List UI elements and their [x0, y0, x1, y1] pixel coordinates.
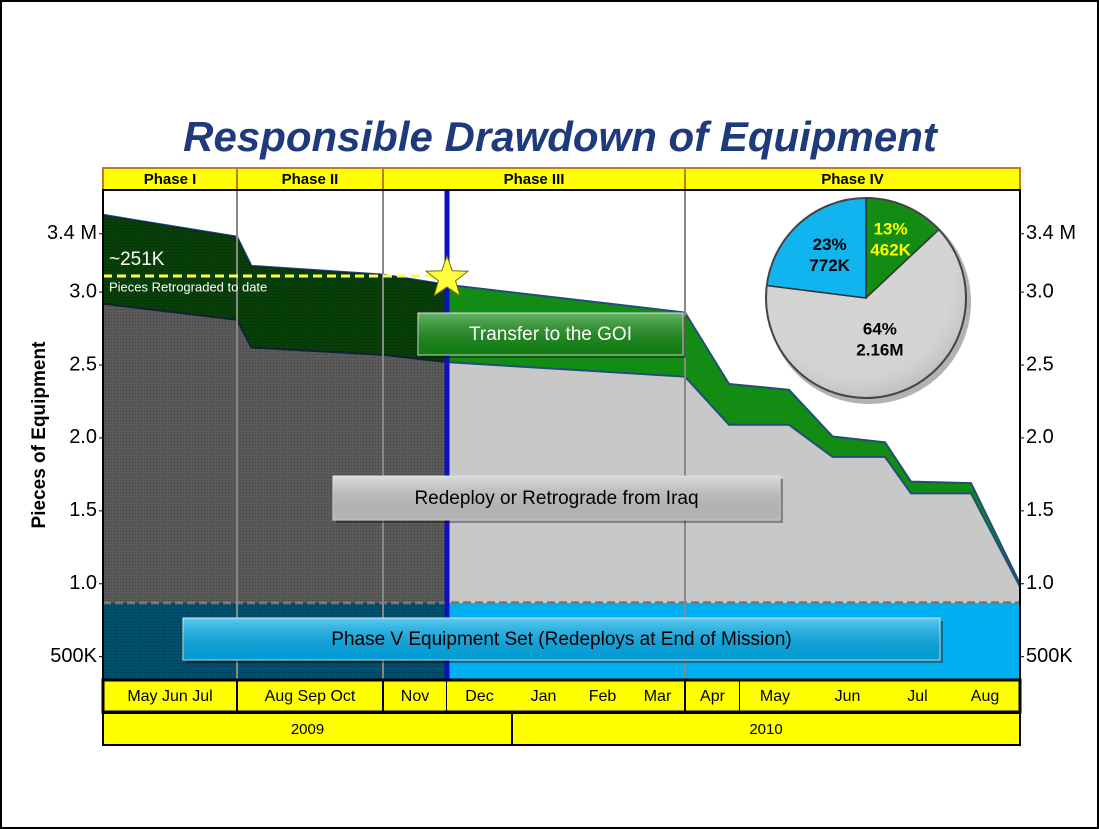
series-label: Phase V Equipment Set (Redeploys at End … — [331, 629, 791, 650]
month-cell — [950, 680, 1020, 712]
month-label: Feb — [589, 688, 617, 705]
chart-title: Responsible Drawdown of Equipment — [183, 113, 939, 160]
phase-label: Phase III — [504, 171, 565, 188]
phase-label: Phase IV — [821, 171, 884, 188]
series-box-shine — [418, 313, 683, 355]
phase-label: Phase I — [144, 171, 197, 188]
retrograded-label: ~251K — [109, 249, 165, 270]
phase-label: Phase II — [282, 171, 339, 188]
year-cell — [102, 712, 513, 746]
y-tick-label: 3.4 M — [47, 222, 97, 244]
month-label: Jan — [531, 688, 557, 705]
y-tick-label: 1.5 — [1026, 499, 1054, 521]
y-tick-label: 3.0 — [1026, 280, 1054, 302]
month-cell — [740, 680, 810, 712]
month-cell — [630, 680, 685, 712]
retrograded-note: Pieces Retrograded to date — [109, 279, 267, 294]
year-cell — [511, 712, 1021, 746]
year-label: 2009 — [291, 721, 324, 738]
series-label: Redeploy or Retrograde from Iraq — [414, 488, 698, 509]
month-label: Nov — [401, 688, 429, 705]
month-cell — [575, 680, 630, 712]
y-tick-label: 3.4 M — [1026, 222, 1076, 244]
y-tick-label: 1.0 — [1026, 572, 1054, 594]
month-cell — [810, 680, 885, 712]
y-tick-label: 500K — [50, 645, 97, 667]
series-box-shine — [333, 476, 780, 520]
y-tick-label: 3.0 — [69, 280, 97, 302]
y-tick-label: 1.5 — [69, 499, 97, 521]
month-cell — [512, 680, 575, 712]
month-cell — [447, 680, 512, 712]
year-label: 2010 — [749, 721, 782, 738]
month-label: Aug Sep Oct — [265, 688, 356, 705]
month-label: Dec — [465, 688, 493, 705]
current-star — [424, 254, 470, 298]
y-axis-label: Pieces of Equipment — [29, 341, 50, 529]
month-cell — [236, 679, 384, 713]
month-label: Jun — [835, 688, 861, 705]
month-label: Apr — [700, 688, 726, 705]
y-tick-label: 1.0 — [69, 572, 97, 594]
month-label: Mar — [644, 688, 672, 705]
pie-shade — [765, 197, 967, 399]
month-cell — [103, 680, 237, 712]
month-label: Aug — [971, 688, 999, 705]
y-tick-label: 2.5 — [1026, 353, 1054, 375]
month-label: Jul — [907, 688, 927, 705]
series-box-shine — [183, 618, 940, 660]
month-label: May Jun Jul — [127, 688, 212, 705]
month-cell — [885, 680, 950, 712]
month-cell — [684, 679, 741, 713]
month-label: May — [760, 688, 790, 705]
series-label: Transfer to the GOI — [469, 324, 632, 345]
y-tick-label: 2.0 — [69, 426, 97, 448]
y-tick-label: 500K — [1026, 645, 1073, 667]
y-tick-label: 2.0 — [1026, 426, 1054, 448]
y-tick-label: 2.5 — [69, 353, 97, 375]
